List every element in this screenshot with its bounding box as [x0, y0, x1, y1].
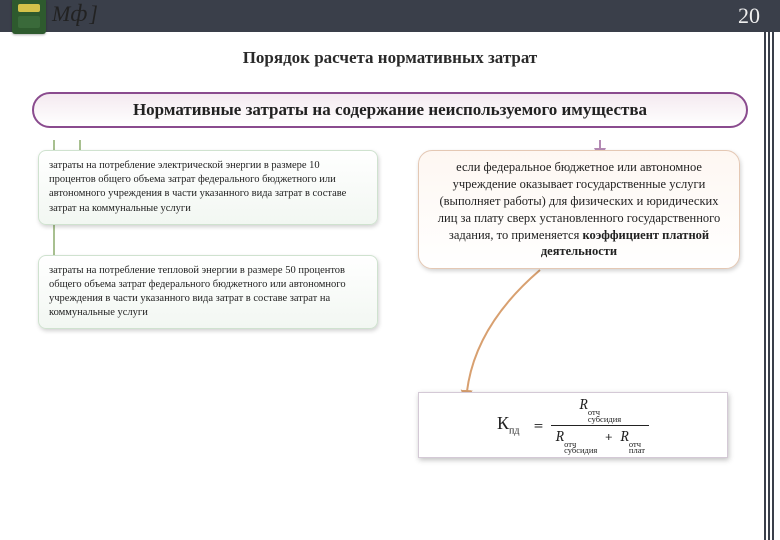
banner: Нормативные затраты на содержание неиспо…	[32, 92, 748, 128]
formula-box: Кпд = Rотчсубсидия Rотчсубсидия + Rотчпл…	[418, 392, 728, 458]
section-title: Порядок расчета нормативных затрат	[0, 48, 780, 68]
logo-m: М	[52, 0, 70, 30]
fraction-bar	[551, 425, 648, 426]
left-box-heat: затраты на потребление тепловой энергии …	[38, 255, 378, 330]
formula-eq: =	[534, 415, 544, 436]
den-var1: R	[555, 427, 564, 445]
side-decor	[764, 0, 776, 540]
emblem-icon	[12, 0, 46, 34]
formula: Кпд = Rотчсубсидия Rотчсубсидия + Rотчпл…	[497, 395, 649, 456]
formula-k-sub: пд	[509, 425, 519, 437]
den-sub2: плат	[629, 448, 645, 455]
right-column: если федеральное бюджетное или автономно…	[418, 150, 740, 269]
formula-fraction: Rотчсубсидия Rотчсубсидия + Rотчплат	[551, 395, 648, 456]
formula-k: К	[497, 413, 509, 434]
den-plus: +	[605, 427, 613, 445]
slide-number: 20	[738, 0, 760, 32]
logo-f: ф	[70, 0, 87, 30]
right-box: если федеральное бюджетное или автономно…	[418, 150, 740, 269]
den-var2: R	[620, 427, 629, 445]
den-sub1: субсидия	[564, 448, 597, 455]
formula-denominator: Rотчсубсидия + Rотчплат	[551, 427, 648, 456]
logo-text: М ф ]	[52, 0, 98, 30]
logo: М ф ]	[12, 0, 98, 34]
left-column: затраты на потребление электрической эне…	[38, 150, 378, 329]
header-bar: М ф ] 20	[0, 0, 780, 32]
left-box-electric: затраты на потребление электрической эне…	[38, 150, 378, 225]
formula-lhs: Кпд	[497, 413, 519, 437]
num-var: R	[579, 395, 588, 413]
logo-bracket: ]	[89, 0, 98, 30]
num-sub: субсидия	[588, 417, 621, 424]
formula-numerator: Rотчсубсидия	[575, 395, 625, 424]
